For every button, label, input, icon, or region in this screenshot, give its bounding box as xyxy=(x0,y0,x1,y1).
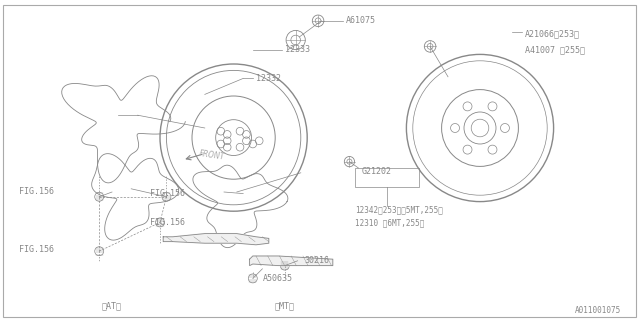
Text: A21066≪253≫: A21066≪253≫ xyxy=(525,29,580,38)
Text: 12342≪253≫≪5MT,255≫: 12342≪253≫≪5MT,255≫ xyxy=(355,205,443,214)
Text: ≪AT≫: ≪AT≫ xyxy=(102,301,122,310)
Text: FIG.156: FIG.156 xyxy=(150,218,186,227)
Text: FIG.156: FIG.156 xyxy=(150,189,186,198)
Text: ≪MT≫: ≪MT≫ xyxy=(275,301,295,310)
Text: G21202: G21202 xyxy=(362,167,392,176)
Text: A61075: A61075 xyxy=(346,16,376,25)
Text: FIG.156: FIG.156 xyxy=(19,245,54,254)
Text: A50635: A50635 xyxy=(262,274,292,283)
Polygon shape xyxy=(250,256,333,266)
Text: A011001075: A011001075 xyxy=(575,306,621,315)
Text: 30216: 30216 xyxy=(304,256,329,265)
Polygon shape xyxy=(163,234,269,245)
Text: 12310 ≪6MT,255≫: 12310 ≪6MT,255≫ xyxy=(355,218,424,227)
Text: FRONT: FRONT xyxy=(198,149,225,162)
Text: A41007 ≪255≫: A41007 ≪255≫ xyxy=(525,45,585,54)
Text: 12333: 12333 xyxy=(285,45,310,54)
Bar xyxy=(355,168,419,187)
Text: FIG.156: FIG.156 xyxy=(19,188,54,196)
Text: 12332: 12332 xyxy=(256,74,281,83)
